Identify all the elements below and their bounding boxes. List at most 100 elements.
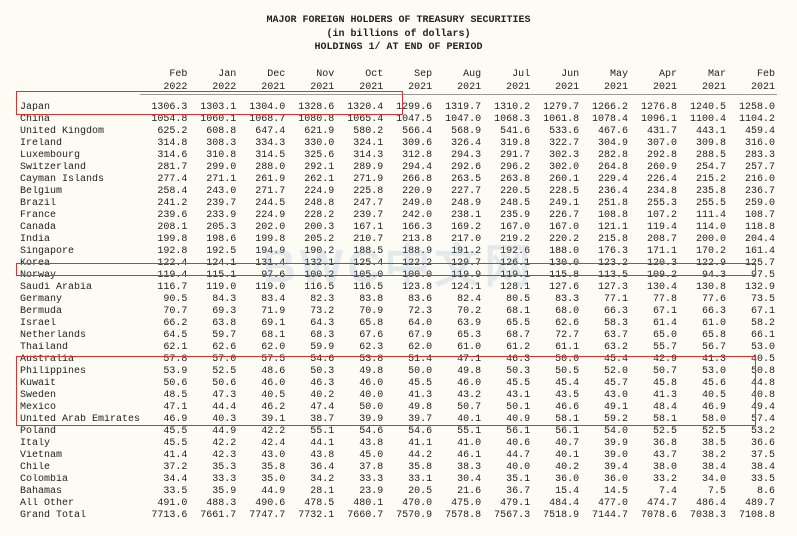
value-cell: 288.0 (238, 162, 287, 174)
value-cell: 124.1 (434, 282, 483, 294)
value-cell: 68.7 (483, 330, 532, 342)
value-cell: 43.1 (483, 390, 532, 402)
value-cell: 37.5 (728, 450, 777, 462)
value-cell: 57.0 (189, 354, 238, 366)
value-cell: 1104.2 (728, 114, 777, 126)
value-cell: 63.2 (581, 342, 630, 354)
value-cell: 55.1 (434, 426, 483, 438)
value-cell: 65.3 (434, 330, 483, 342)
value-cell: 113.5 (581, 270, 630, 282)
value-cell: 316.0 (728, 138, 777, 150)
value-cell: 208.1 (140, 222, 189, 234)
value-cell: 70.9 (336, 306, 385, 318)
value-cell: 83.6 (385, 294, 434, 306)
value-cell: 33.3 (189, 474, 238, 486)
table-row: France239.6233.9224.9228.2239.7242.0238.… (20, 210, 777, 222)
value-cell: 46.1 (434, 450, 483, 462)
country-cell: Cayman Islands (20, 174, 140, 186)
value-cell: 46.3 (287, 378, 336, 390)
value-cell: 68.3 (287, 330, 336, 342)
value-cell: 1060.1 (189, 114, 238, 126)
page-title: MAJOR FOREIGN HOLDERS OF TREASURY SECURI… (20, 14, 777, 55)
value-cell: 77.1 (581, 294, 630, 306)
value-cell: 121.1 (581, 222, 630, 234)
value-cell: 255.3 (630, 198, 679, 210)
country-cell: Germany (20, 294, 140, 306)
value-cell: 7732.1 (287, 510, 336, 522)
value-cell: 108.8 (581, 210, 630, 222)
value-cell: 70.7 (140, 306, 189, 318)
value-cell: 82.3 (287, 294, 336, 306)
value-cell: 58.2 (728, 318, 777, 330)
value-cell: 107.2 (630, 210, 679, 222)
value-cell: 83.3 (532, 294, 581, 306)
value-cell: 580.2 (336, 126, 385, 138)
table-row: India199.8198.6199.8205.2210.7213.8217.0… (20, 234, 777, 246)
col-year: 2021 (483, 81, 532, 94)
col-year: 2022 (140, 81, 189, 94)
value-cell: 216.0 (728, 174, 777, 186)
country-cell: Brazil (20, 198, 140, 210)
value-cell: 46.0 (336, 378, 385, 390)
value-cell: 50.5 (532, 366, 581, 378)
value-cell: 50.8 (728, 366, 777, 378)
value-cell: 45.8 (630, 378, 679, 390)
title-line-1: MAJOR FOREIGN HOLDERS OF TREASURY SECURI… (20, 14, 777, 28)
value-cell: 126.1 (483, 258, 532, 270)
value-cell: 40.8 (728, 390, 777, 402)
value-cell: 7.4 (630, 486, 679, 498)
col-year: 2021 (679, 81, 728, 94)
table-row: Saudi Arabia116.7119.0119.0116.5116.5123… (20, 282, 777, 294)
value-cell: 239.7 (336, 210, 385, 222)
value-cell: 43.0 (238, 450, 287, 462)
value-cell: 119.1 (483, 270, 532, 282)
value-cell: 58.0 (679, 414, 728, 426)
value-cell: 236.7 (728, 186, 777, 198)
value-cell: 70.2 (434, 306, 483, 318)
country-cell: China (20, 114, 140, 126)
value-cell: 7038.3 (679, 510, 728, 522)
value-cell: 42.4 (238, 438, 287, 450)
value-cell: 224.9 (238, 210, 287, 222)
value-cell: 33.3 (336, 474, 385, 486)
value-cell: 314.6 (140, 150, 189, 162)
value-cell: 45.0 (336, 450, 385, 462)
value-cell: 294.4 (385, 162, 434, 174)
value-cell: 36.6 (728, 438, 777, 450)
country-cell: Mexico (20, 402, 140, 414)
table-row: Poland45.544.942.255.154.654.655.156.156… (20, 426, 777, 438)
value-cell: 215.8 (581, 234, 630, 246)
value-cell: 38.0 (630, 462, 679, 474)
value-cell: 1061.8 (532, 114, 581, 126)
value-cell: 271.7 (238, 186, 287, 198)
value-cell: 264.8 (581, 162, 630, 174)
value-cell: 244.5 (238, 198, 287, 210)
country-cell: Colombia (20, 474, 140, 486)
value-cell: 100.2 (287, 270, 336, 282)
value-cell: 229.4 (581, 174, 630, 186)
value-cell: 566.4 (385, 126, 434, 138)
value-cell: 34.0 (679, 474, 728, 486)
col-year: 2021 (287, 81, 336, 94)
value-cell: 1320.4 (336, 102, 385, 114)
value-cell: 296.2 (483, 162, 532, 174)
value-cell: 7747.7 (238, 510, 287, 522)
country-cell: Sweden (20, 390, 140, 402)
value-cell: 1328.6 (287, 102, 336, 114)
value-cell: 45.6 (679, 378, 728, 390)
value-cell: 130.4 (630, 282, 679, 294)
value-cell: 283.3 (728, 150, 777, 162)
table-row: Bahamas33.535.944.928.123.920.521.636.71… (20, 486, 777, 498)
value-cell: 62.6 (532, 318, 581, 330)
table-row: Belgium258.4243.0271.7224.9225.8220.9227… (20, 186, 777, 198)
value-cell: 249.0 (385, 198, 434, 210)
value-cell: 37.8 (336, 462, 385, 474)
value-cell: 271.9 (336, 174, 385, 186)
value-cell: 64.0 (385, 318, 434, 330)
value-cell: 38.5 (679, 438, 728, 450)
value-cell: 100.0 (385, 270, 434, 282)
value-cell: 128.1 (483, 282, 532, 294)
value-cell: 53.9 (140, 366, 189, 378)
value-cell: 235.9 (483, 210, 532, 222)
value-cell: 40.5 (728, 354, 777, 366)
